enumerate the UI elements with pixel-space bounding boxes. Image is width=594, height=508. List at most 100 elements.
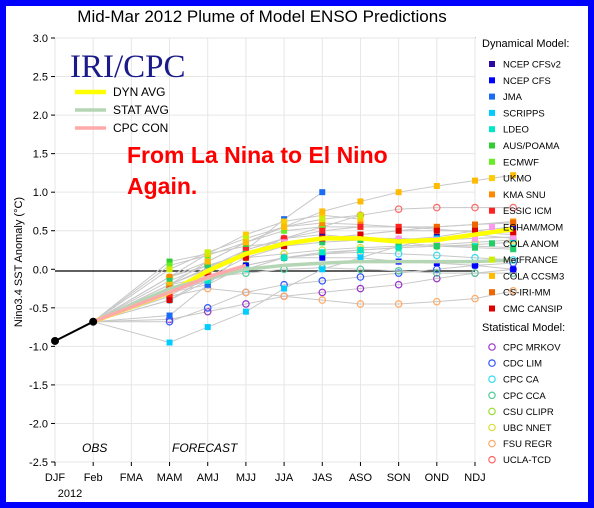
legend-label: KMA SNU <box>503 190 546 201</box>
legend-label: UKMO <box>503 174 532 185</box>
x-tick-label: FMA <box>120 472 144 484</box>
legend-label: NCEP CFS <box>503 76 551 87</box>
series-line <box>93 262 514 323</box>
annotation-line-1: From La Nina to El Nino <box>127 142 388 168</box>
data-point <box>472 227 478 234</box>
data-point <box>433 203 441 212</box>
data-point <box>319 189 326 196</box>
data-point <box>318 288 327 297</box>
data-point <box>319 212 326 219</box>
forecast-label: FORECAST <box>172 441 239 455</box>
legend-label: MetFRANCE <box>503 255 558 266</box>
legend-marker <box>488 439 496 448</box>
data-point <box>319 216 326 223</box>
data-point <box>242 300 250 308</box>
series-layer <box>51 172 517 346</box>
gridlines <box>54 37 476 463</box>
data-point <box>166 262 173 269</box>
data-point <box>166 293 173 300</box>
data-point <box>319 239 326 246</box>
data-point <box>242 235 249 242</box>
legend-marker <box>489 191 495 198</box>
legend-label: JMA <box>503 92 523 103</box>
series-cola-ccsm3 <box>92 172 517 323</box>
legend-marker <box>489 61 495 67</box>
data-point <box>319 220 326 227</box>
y-tick-label: 0.5 <box>33 226 48 238</box>
series-line <box>93 288 514 323</box>
y-tick-label: 2.0 <box>33 110 48 122</box>
legend-marker <box>489 158 495 165</box>
data-point <box>510 220 517 227</box>
legend-label: CS-IRI-MM <box>503 288 551 299</box>
y-tick-label: -2.0 <box>29 418 48 430</box>
y-tick-label: -1.0 <box>29 341 48 353</box>
legend-marker <box>489 109 495 116</box>
legend-label: CSU CLIPR <box>503 407 554 418</box>
legend-marker <box>489 175 495 182</box>
data-point <box>433 183 440 190</box>
legend-label: CPC CA <box>503 375 540 386</box>
chart-title: Mid-Mar 2012 Plume of Model ENSO Predict… <box>77 7 446 26</box>
data-point <box>203 307 212 316</box>
year-label: 2012 <box>58 488 82 500</box>
inset-legend-label: DYN AVG <box>113 85 165 99</box>
legend-marker <box>488 423 496 432</box>
legend-marker <box>488 455 496 464</box>
data-point <box>356 265 365 274</box>
data-point <box>509 203 517 212</box>
x-tick-label: MAM <box>157 472 183 484</box>
y-tick-label: 1.0 <box>33 187 48 199</box>
data-point <box>204 258 211 265</box>
data-point <box>510 266 517 273</box>
legend-marker <box>488 375 496 384</box>
y-tick-label: 1.5 <box>33 149 48 161</box>
y-axis-label: Nino3.4 SST Anomaly (°C) <box>13 197 25 327</box>
data-point <box>357 212 364 219</box>
data-point <box>510 233 517 240</box>
y-tick-label: -0.5 <box>29 303 48 315</box>
inset-legend-label: CPC CON <box>113 121 168 135</box>
data-point <box>318 296 327 304</box>
data-point <box>471 269 479 277</box>
data-point <box>433 227 440 234</box>
x-tick-label: Feb <box>84 472 103 484</box>
legend-label: CDC LIM <box>503 359 542 370</box>
data-point <box>204 249 211 256</box>
x-tick-label: SON <box>387 472 411 484</box>
data-point <box>166 297 173 304</box>
data-point <box>472 244 478 251</box>
x-tick-label: MJJ <box>236 472 256 484</box>
data-point <box>357 254 364 261</box>
data-point <box>319 223 326 230</box>
data-point <box>357 216 364 223</box>
data-point <box>281 223 288 230</box>
x-tick-label: NDJ <box>464 472 485 484</box>
legend-marker <box>489 93 495 100</box>
x-tick-label: DJF <box>45 472 65 484</box>
data-point <box>433 297 441 306</box>
avg-line-cpc-con <box>92 263 247 324</box>
data-point <box>394 267 403 275</box>
data-point <box>394 269 403 277</box>
obs-label: OBS <box>82 441 107 455</box>
data-point <box>281 254 288 261</box>
data-point <box>433 223 440 230</box>
legend-label: UBC NNET <box>503 423 552 434</box>
annotation-line-2: Again. <box>127 173 197 199</box>
series-cpc-mrkov <box>93 265 517 324</box>
data-point <box>472 177 478 184</box>
x-tick-label: ASO <box>349 472 373 484</box>
data-point <box>204 262 211 269</box>
legend-dynamical-title: Dynamical Model: <box>482 38 569 50</box>
legend-marker <box>489 240 495 247</box>
legend-label: ECHAM/MOM <box>503 223 563 234</box>
data-point <box>319 266 326 273</box>
data-point <box>242 243 249 250</box>
data-point <box>433 269 441 277</box>
data-point <box>204 324 211 331</box>
data-point <box>356 273 365 281</box>
observed-point <box>51 336 59 345</box>
data-point <box>510 223 517 230</box>
